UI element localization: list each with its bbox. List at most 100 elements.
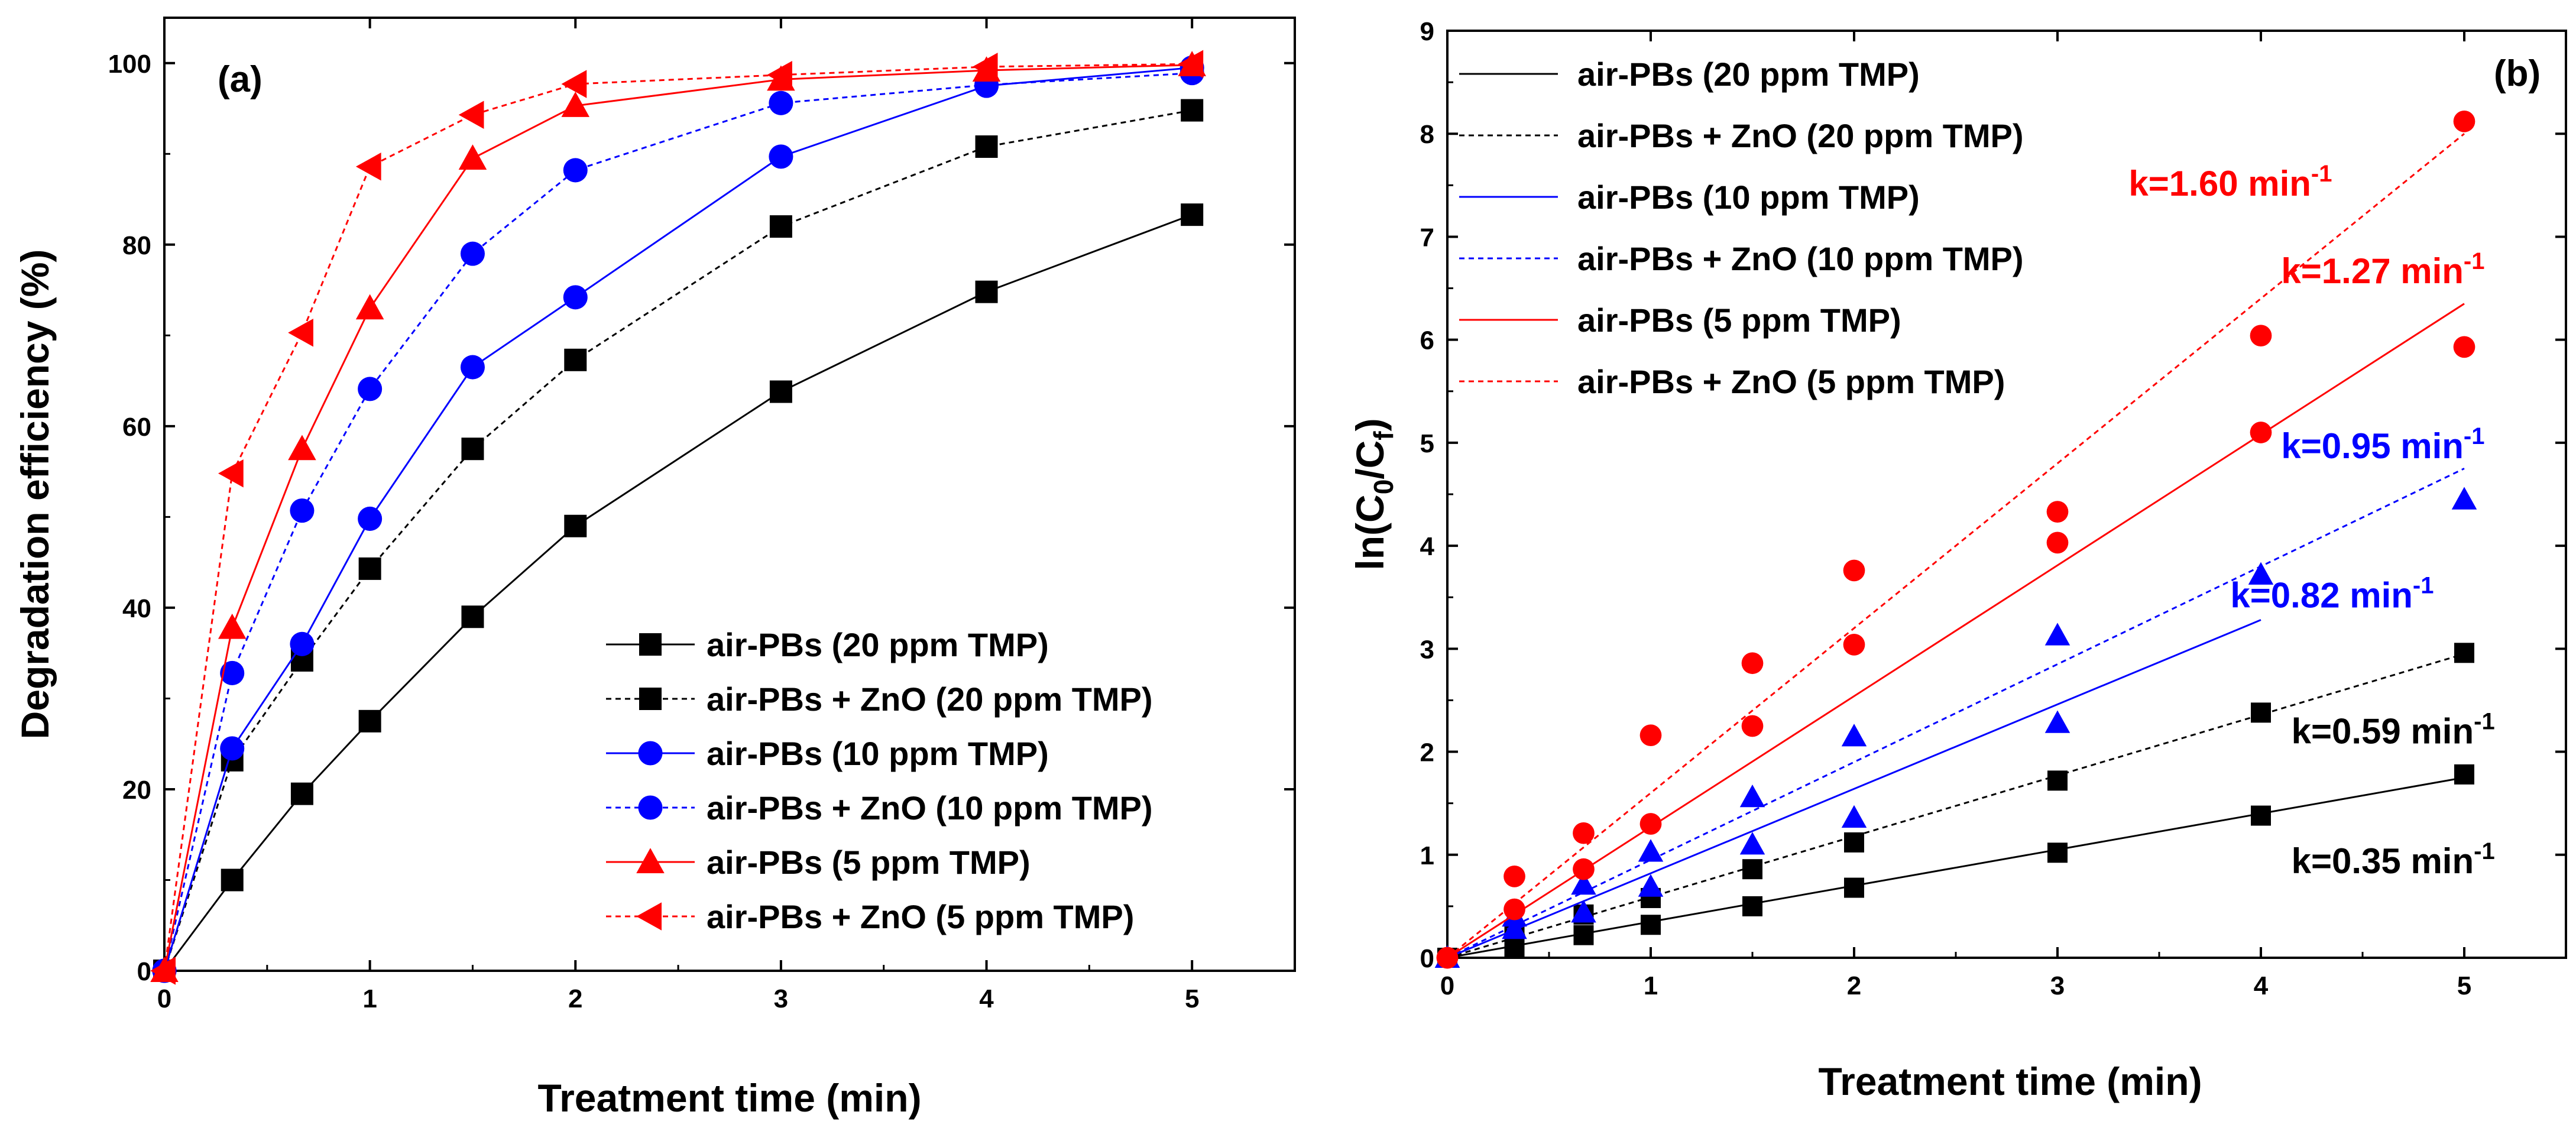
y-axis-label: Degradation efficiency (%) <box>13 249 57 740</box>
data-point <box>458 144 487 170</box>
data-point <box>460 355 485 380</box>
data-point <box>2046 532 2069 554</box>
data-point <box>221 868 244 892</box>
legend-marker <box>638 741 663 766</box>
data-point <box>563 158 588 183</box>
legend: air-PBs (20 ppm TMP) air-PBs + ZnO (20 pp… <box>606 626 1153 935</box>
plot-frame <box>1446 30 2567 959</box>
panel-label: (a) <box>218 59 263 100</box>
series-line <box>163 213 1193 971</box>
data-point <box>2248 562 2274 585</box>
y-tick-label: 7 <box>1420 223 1434 252</box>
data-point <box>769 90 793 115</box>
data-point <box>1181 99 1204 122</box>
series-2 <box>153 99 1204 982</box>
data-point <box>288 435 316 461</box>
fit-line <box>1447 133 2465 959</box>
data-point <box>1742 859 1762 880</box>
rate-constant-superscript: -1 <box>2413 573 2434 599</box>
rate-constant-label: k=0.59 min-1 <box>2292 709 2495 751</box>
legend-item: air-PBs + ZnO (20 ppm TMP) <box>1459 117 2024 154</box>
series-line <box>163 66 1193 971</box>
data-point <box>769 144 793 169</box>
legend-label: air-PBs (20 ppm TMP) <box>1577 56 1920 93</box>
panel-b: 0 1 2 3 4 5 0 1 2 3 4 5 6 7 8 9 Treatment time (min) ln(C… <box>1348 17 2567 1103</box>
y-tick-label: 9 <box>1420 17 1434 46</box>
y-tick-label: 1 <box>1420 841 1434 870</box>
data-point <box>1844 832 1864 853</box>
y-tick-label: 40 <box>122 594 151 623</box>
data-point <box>1843 559 1865 582</box>
legend-label: air-PBs + ZnO (20 ppm TMP) <box>1577 117 2024 154</box>
series-line <box>163 109 1193 971</box>
y-tick-label: 2 <box>1420 738 1434 767</box>
data-point <box>290 782 313 805</box>
data-point <box>1504 866 1525 887</box>
series-6 <box>150 50 1204 985</box>
data-point <box>358 506 383 531</box>
data-point <box>1843 634 1865 656</box>
legend-label: air-PBs + ZnO (10 ppm TMP) <box>1577 240 2024 277</box>
y-axis-label: ln(C0/Cf) <box>1348 418 1399 570</box>
data-point <box>1739 784 1765 808</box>
legend-label: air-PBs (10 ppm TMP) <box>707 735 1049 772</box>
data-point <box>2044 623 2070 646</box>
legend-item: air-PBs + ZnO (20 ppm TMP) <box>606 680 1153 718</box>
y-tick-label: 8 <box>1420 120 1434 149</box>
rate-constant-text: k=1.27 min <box>2281 251 2464 291</box>
data-point <box>1641 915 1661 935</box>
series-3 <box>1434 562 2274 968</box>
y-axis-label-subscript: 0 <box>1368 479 1399 495</box>
y-tick-label: 100 <box>108 50 151 79</box>
rate-constant-text: k=0.95 min <box>2281 426 2464 466</box>
rate-constant-superscript: -1 <box>2464 248 2485 274</box>
data-point <box>1844 877 1864 898</box>
y-tick-label: 6 <box>1420 326 1434 355</box>
legend-label: air-PBs + ZnO (5 ppm TMP) <box>707 898 1134 935</box>
data-point <box>1181 203 1204 226</box>
fit-line <box>1447 653 2465 959</box>
data-point <box>2250 325 2272 347</box>
legend-marker <box>638 795 663 820</box>
legend-item: air-PBs + ZnO (10 ppm TMP) <box>1459 240 2024 277</box>
data-point <box>1639 813 1662 835</box>
x-tick-label: 2 <box>1847 971 1861 1000</box>
data-point <box>2047 842 2068 863</box>
data-point <box>1742 896 1762 916</box>
panel-label: (b) <box>2494 53 2541 94</box>
data-point <box>1436 947 1459 969</box>
series-line <box>163 63 1193 971</box>
data-point <box>1841 724 1867 747</box>
legend-item: air-PBs + ZnO (10 ppm TMP) <box>606 789 1153 827</box>
data-point <box>1841 805 1867 828</box>
y-axis-label-part: ln(C <box>1348 494 1392 570</box>
legend-item: air-PBs (10 ppm TMP) <box>606 735 1049 772</box>
rate-constant-superscript: -1 <box>2474 709 2495 735</box>
data-point <box>461 438 484 461</box>
x-tick-label: 4 <box>2254 971 2269 1000</box>
data-point <box>1502 916 1527 939</box>
legend-label: air-PBs + ZnO (20 ppm TMP) <box>707 680 1153 718</box>
rate-constant-superscript: -1 <box>2474 838 2495 864</box>
x-tick-label: 5 <box>2457 971 2471 1000</box>
data-point <box>2451 487 2477 510</box>
data-point <box>355 153 381 181</box>
data-point <box>1573 925 1594 945</box>
x-tick-label: 0 <box>157 984 171 1013</box>
y-tick-label: 4 <box>1420 532 1435 561</box>
data-point <box>355 294 384 320</box>
data-point <box>288 318 313 347</box>
legend-item: air-PBs (5 ppm TMP) <box>606 844 1031 881</box>
data-point <box>561 70 587 98</box>
data-point <box>290 498 315 523</box>
legend-label: air-PBs (5 ppm TMP) <box>707 844 1031 881</box>
data-point <box>2044 710 2070 733</box>
y-axis-label-part: /C <box>1348 440 1392 479</box>
data-point <box>2251 805 2271 826</box>
data-point <box>1741 715 1764 737</box>
data-point <box>769 215 792 238</box>
legend-item: air-PBs (5 ppm TMP) <box>1459 302 1901 339</box>
legend-label: air-PBs (5 ppm TMP) <box>1577 302 1901 339</box>
data-point <box>975 135 998 158</box>
legend-label: air-PBs (10 ppm TMP) <box>1577 179 1920 216</box>
